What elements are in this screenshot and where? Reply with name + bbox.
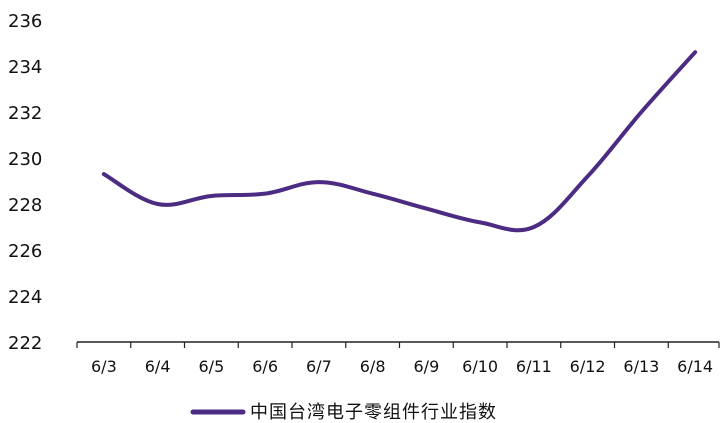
x-tick-label: 6/3: [91, 357, 117, 376]
y-tick-label: 222: [8, 333, 42, 354]
x-tick-label: 6/4: [145, 357, 171, 376]
y-tick-label: 228: [8, 195, 42, 216]
x-tick-label: 6/8: [360, 357, 386, 376]
series-line: [101, 50, 698, 233]
x-tick-label: 6/14: [677, 357, 713, 376]
series-layer: [101, 50, 698, 233]
y-tick-label: 234: [8, 57, 42, 78]
y-tick-label: 230: [8, 149, 42, 170]
x-tick-label: 6/11: [516, 357, 552, 376]
x-tick-label: 6/6: [252, 357, 278, 376]
y-tick-label: 224: [8, 287, 42, 308]
x-tick-label: 6/10: [462, 357, 498, 376]
x-axis-labels: 6/3 6/4 6/5 6/6 6/7 6/8 6/9 6/10 6/11 6/12 6/13 6/1…: [91, 357, 713, 376]
y-axis: 222 224 226 228 230 232 234 236: [8, 11, 42, 354]
y-tick-label: 226: [8, 241, 42, 262]
x-tick-label: 6/13: [623, 357, 659, 376]
x-tick-label: 6/7: [306, 357, 332, 376]
y-tick-label: 236: [8, 11, 42, 32]
x-tick-label: 6/12: [570, 357, 606, 376]
legend-label: 中国台湾电子零组件行业指数: [250, 402, 497, 423]
x-axis-ticks: [76, 342, 720, 348]
legend: 中国台湾电子零组件行业指数: [190, 402, 497, 423]
y-tick-label: 232: [8, 103, 42, 124]
x-tick-label: 6/9: [414, 357, 440, 376]
x-tick-label: 6/5: [199, 357, 225, 376]
